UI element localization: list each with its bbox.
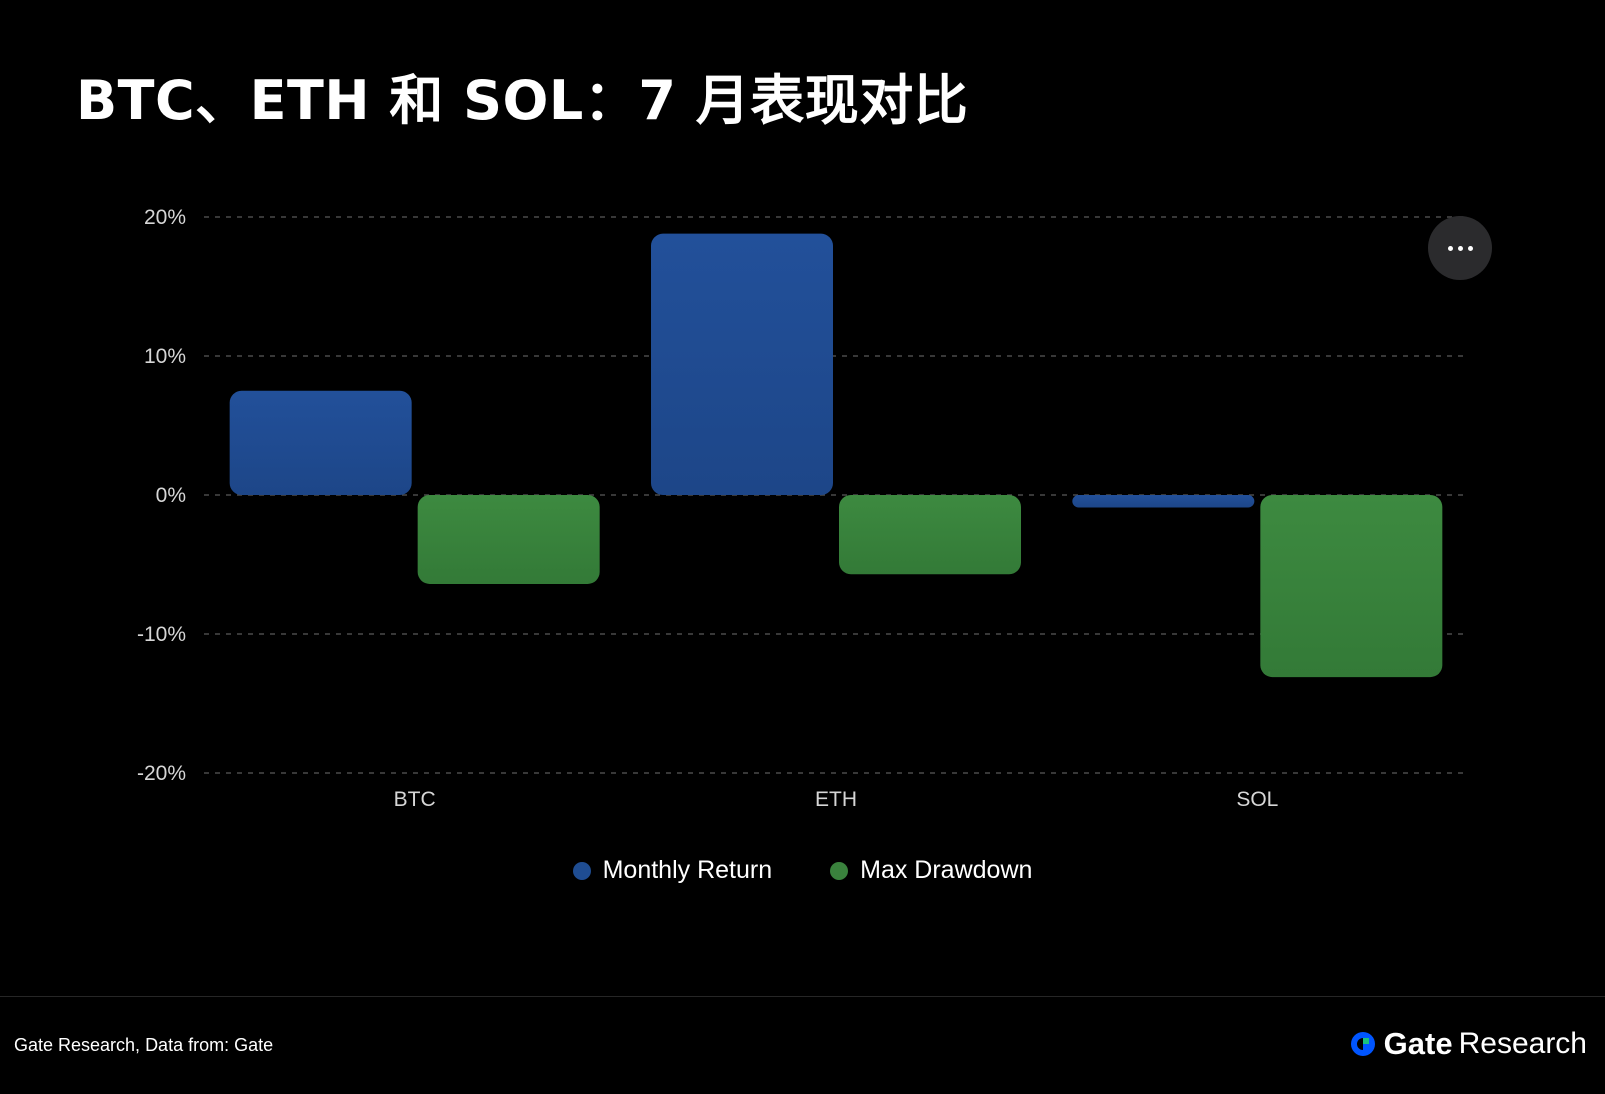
y-tick-label: 0% [156, 484, 186, 507]
chart-title: BTC、ETH 和 SOL：7 月表现对比 [76, 69, 969, 132]
y-tick-label: -10% [137, 623, 186, 646]
x-category-label-eth: ETH [815, 788, 857, 811]
x-category-label-sol: SOL [1236, 788, 1278, 811]
legend-item-monthly-return[interactable]: Monthly Return [572, 856, 773, 885]
brand-logo: Gate Research [1348, 1026, 1587, 1062]
legend-item-max-drawdown[interactable]: Max Drawdown [830, 856, 1032, 885]
y-axis-tick-labels: 20% 10% 0% -10% -20% [137, 206, 186, 785]
grid-lines [204, 216, 1468, 774]
bars [229, 233, 1443, 678]
brand-name: Gate [1383, 1026, 1453, 1061]
legend-swatch-monthly-return [572, 861, 591, 880]
more-horizontal-icon [1447, 245, 1473, 251]
bar-monthly-return-btc[interactable] [229, 390, 412, 495]
footer-divider [0, 996, 1605, 997]
chart-legend: Monthly Return Max Drawdown [0, 856, 1605, 885]
gate-logo-icon [1350, 1032, 1375, 1056]
y-tick-label: 10% [144, 345, 186, 368]
footer-source-text: Gate Research, Data from: Gate [14, 1035, 274, 1055]
legend-swatch-max-drawdown [830, 861, 849, 880]
y-tick-label: -20% [137, 762, 186, 785]
bar-max-drawdown-btc[interactable] [417, 495, 600, 584]
bar-max-drawdown-sol[interactable] [1260, 495, 1443, 678]
x-category-label-btc: BTC [394, 788, 436, 811]
bar-monthly-return-sol[interactable] [1072, 495, 1255, 508]
y-tick-label: 20% [144, 206, 186, 229]
legend-label-monthly-return: Monthly Return [602, 856, 773, 884]
brand-suffix: Research [1458, 1027, 1587, 1060]
bar-monthly-return-eth[interactable] [651, 233, 833, 495]
chart-menu-button[interactable] [1428, 216, 1492, 280]
legend-label-max-drawdown: Max Drawdown [860, 856, 1033, 884]
bar-max-drawdown-eth[interactable] [839, 495, 1021, 575]
x-axis-category-labels: BTC ETH SOL [394, 788, 1279, 811]
